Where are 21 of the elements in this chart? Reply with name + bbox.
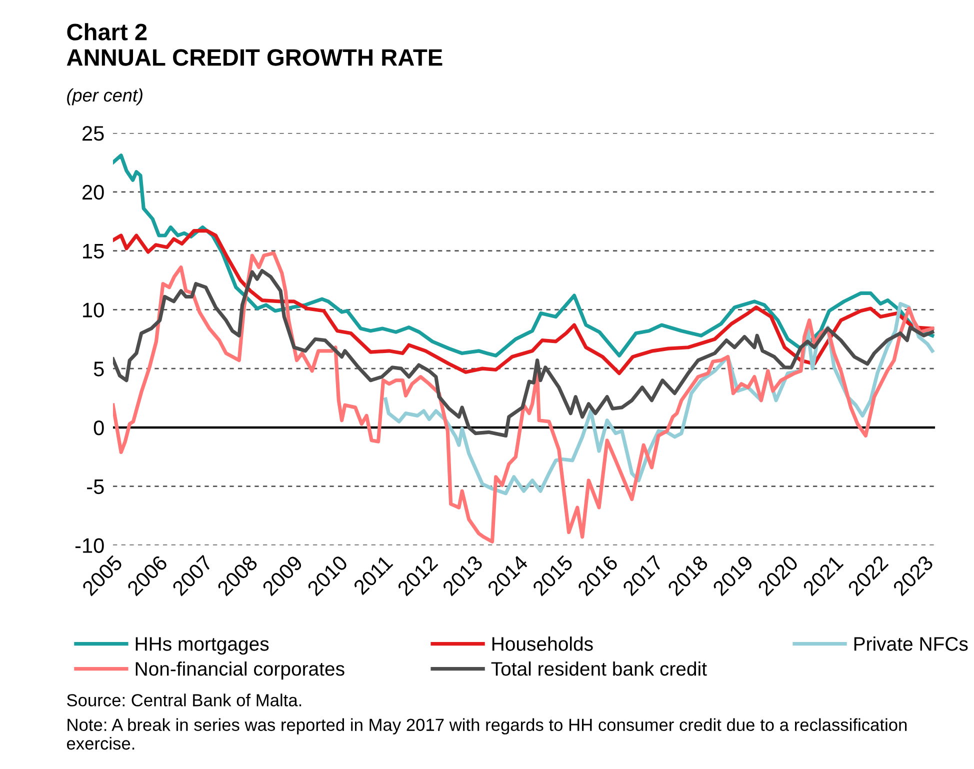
y-tick-label: 15 [83, 244, 104, 259]
legend-label: Households [492, 636, 593, 651]
legend-label: Non-financial corporates [136, 661, 344, 680]
y-tick-label: 20 [82, 184, 104, 200]
line-series [112, 154, 934, 358]
legend-label: HHs mortgages [136, 637, 269, 655]
y-tick-label: 10 [83, 302, 104, 318]
line-series [112, 251, 934, 544]
source-note: Source: Central Bank of Malta. [67, 694, 302, 706]
y-tick-label: 25 [82, 126, 104, 141]
y-tick-label: 0 [94, 420, 104, 436]
y-tick-label: -10 [75, 538, 104, 553]
y-axis-title: (per cent) [67, 88, 142, 106]
legend-label: Private NFCs [854, 636, 968, 651]
line-series [112, 228, 934, 376]
text: Note: A break in series was reported in May 2017 with regards to HH consumer credit due to a reclassification exercise. [66, 718, 907, 750]
chart-title: Chart 2 ANNUAL CREDIT GROWTH RATE [66, 23, 442, 66]
y-tick-label: 5 [94, 362, 104, 376]
legend-label: Total resident bank credit [491, 661, 707, 676]
y-tick-label: -5 [87, 480, 104, 494]
line-series [112, 269, 934, 438]
